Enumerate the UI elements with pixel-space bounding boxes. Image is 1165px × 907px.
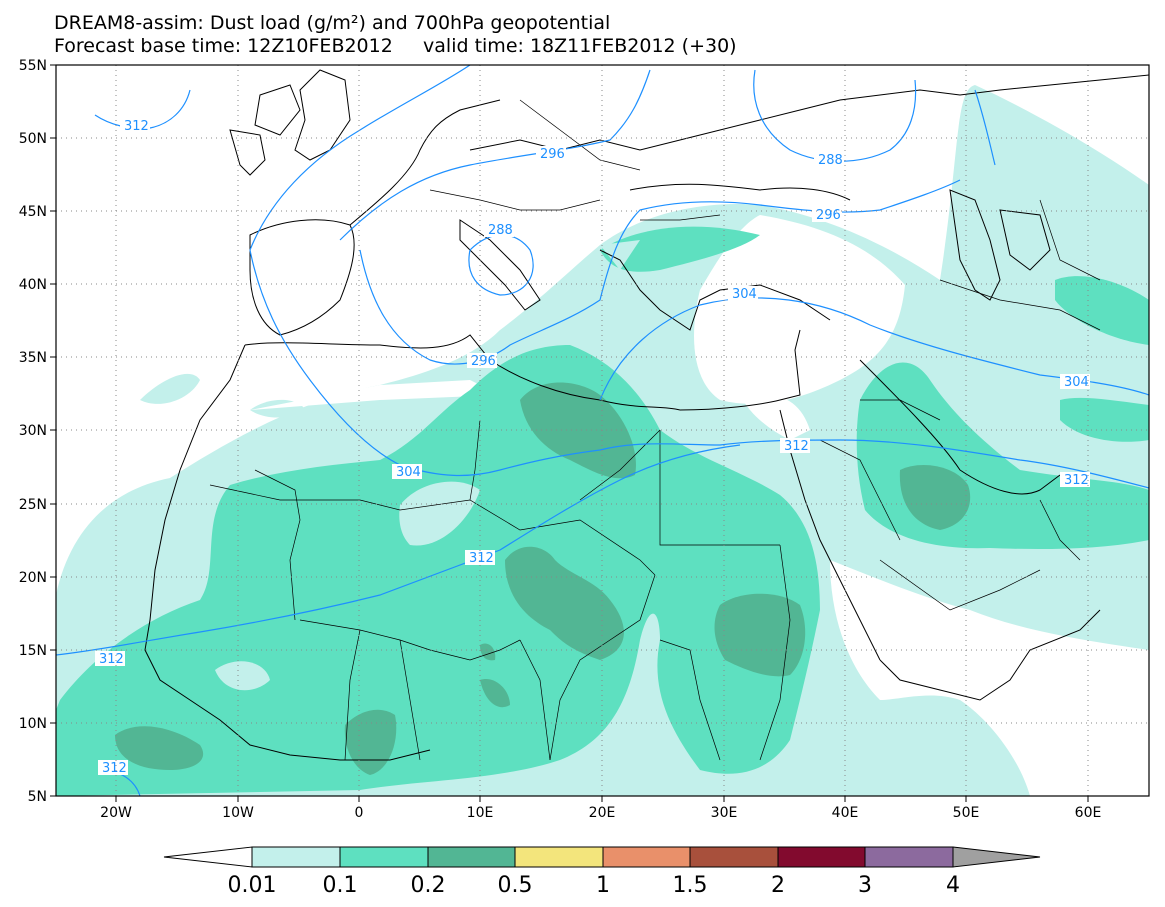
lat-tick-label: 5N — [28, 789, 47, 805]
contour-label: 312 — [99, 652, 124, 667]
contour-label: 304 — [732, 287, 757, 302]
colorbar-label: 0.01 — [228, 873, 277, 898]
lat-tick-label: 15N — [19, 643, 47, 659]
lat-tick-label: 35N — [19, 350, 47, 366]
contour-label: 312 — [102, 761, 127, 776]
lon-tick-label: 20W — [100, 805, 132, 821]
colorbar-label: 0.1 — [323, 873, 358, 898]
lon-tick-label: 10E — [467, 805, 494, 821]
contour-label: 296 — [540, 147, 565, 162]
colorbar-label: 1.5 — [673, 873, 708, 898]
lon-tick-label: 50E — [953, 805, 980, 821]
lat-tick-label: 55N — [19, 58, 47, 74]
lon-tick-label: 10W — [222, 805, 254, 821]
country-borders — [209, 99, 1101, 761]
colorbar-arrow-high — [952, 846, 1041, 868]
lon-tick-label: 40E — [832, 805, 859, 821]
contour-label: 296 — [816, 208, 841, 223]
contour-label: 296 — [471, 354, 496, 369]
colorbar-labels: 0.01 0.1 0.2 0.5 1 1.5 2 3 4 — [228, 873, 960, 898]
lat-tick-label: 45N — [19, 204, 47, 220]
colorbar-segment — [602, 846, 691, 868]
contour-label: 312 — [124, 119, 149, 134]
colorbar-segment — [689, 846, 779, 868]
gridlines — [56, 65, 1149, 796]
colorbar-label: 2 — [771, 873, 785, 898]
contour-label: 304 — [396, 465, 421, 480]
lon-tick-label: 20E — [589, 805, 616, 821]
colorbar-arrow-low — [163, 846, 253, 868]
colorbar-segment — [777, 846, 866, 868]
colorbar-segment — [864, 846, 954, 868]
colorbar-label: 1 — [596, 873, 610, 898]
colorbar — [163, 846, 1041, 868]
contour-label: 312 — [469, 551, 494, 566]
dust-hole — [215, 240, 640, 691]
colorbar-label: 3 — [858, 873, 872, 898]
contour-label-group: 312 296 288 288 296 304 296 304 312 312 … — [95, 118, 1090, 776]
coastlines — [144, 69, 1149, 761]
lon-tick-label: 0 — [355, 805, 364, 821]
lon-tick-label: 60E — [1075, 805, 1102, 821]
contour-label: 312 — [1064, 473, 1089, 488]
contour-label: 304 — [1064, 375, 1089, 390]
map-title: DREAM8-assim: Dust load (g/m²) and 700hP… — [54, 12, 611, 34]
lat-tick-labels: 55N 50N 45N 40N 35N 30N 25N 20N 15N 10N … — [19, 58, 47, 805]
lat-tick-label: 40N — [19, 277, 47, 293]
lat-tick-label: 20N — [19, 570, 47, 586]
colorbar-segment — [514, 846, 604, 868]
colorbar-segment — [251, 846, 341, 868]
forecast-base-time: Forecast base time: 12Z10FEB2012 — [54, 35, 393, 57]
lat-tick-label: 30N — [19, 423, 47, 439]
lat-tick-label: 10N — [19, 716, 47, 732]
contour-label: 312 — [784, 439, 809, 454]
colorbar-label: 0.5 — [498, 873, 533, 898]
colorbar-segment — [339, 846, 429, 868]
lat-tick-label: 50N — [19, 131, 47, 147]
colorbar-segment — [427, 846, 516, 868]
dust-fill-0.2 — [115, 382, 971, 775]
lat-tick-label: 25N — [19, 497, 47, 513]
lon-tick-label: 30E — [711, 805, 738, 821]
contour-label: 288 — [488, 223, 513, 238]
tick-marks — [50, 64, 1089, 802]
lon-tick-labels: 20W 10W 0 10E 20E 30E 40E 50E 60E — [100, 805, 1101, 821]
colorbar-label: 4 — [946, 873, 960, 898]
colorbar-label: 0.2 — [411, 873, 446, 898]
valid-time: valid time: 18Z11FEB2012 (+30) — [423, 35, 737, 57]
map-subtitle: Forecast base time: 12Z10FEB2012 valid t… — [54, 35, 737, 57]
contour-label: 288 — [818, 153, 843, 168]
